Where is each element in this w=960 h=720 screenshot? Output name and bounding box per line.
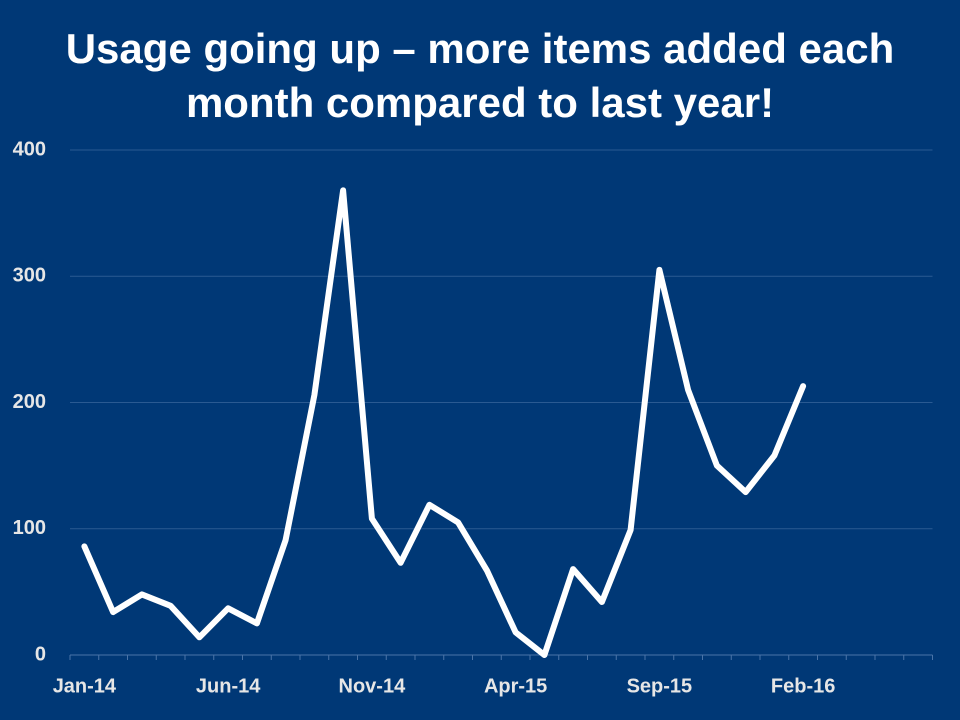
x-tick-label: Apr-15 [484,675,547,697]
y-tick-label: 100 [13,517,46,539]
data-line [81,187,807,658]
y-tick-label: 400 [13,138,46,160]
x-tick-label: Jan-14 [53,675,117,697]
x-tick-label: Nov-14 [339,675,407,697]
y-tick-label: 0 [35,643,46,665]
y-tick-label: 300 [13,265,46,287]
y-tick-label: 200 [13,391,46,413]
x-tick-label: Sep-15 [627,675,693,697]
x-tick-label: Jun-14 [196,675,261,697]
x-tick-label: Feb-16 [771,675,835,697]
chart-title: Usage going up – more items added each m… [65,25,895,126]
